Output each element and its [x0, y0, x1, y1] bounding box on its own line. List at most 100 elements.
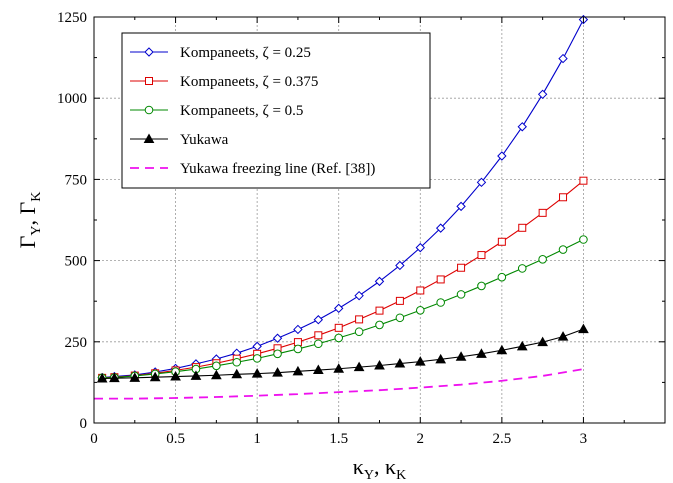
- data-point: [129, 372, 141, 382]
- data-point: [456, 201, 466, 212]
- data-point: [538, 255, 547, 264]
- y-tick-label: 500: [65, 254, 88, 270]
- data-point: [96, 372, 108, 383]
- data-point: [149, 371, 161, 382]
- data-point: [395, 260, 405, 271]
- data-point: [477, 251, 486, 260]
- y-tick-label: 750: [65, 172, 88, 188]
- data-point: [476, 348, 487, 358]
- data-point: [518, 223, 527, 232]
- y-label-symbol-2: Γ: [15, 202, 40, 215]
- data-point: [375, 320, 384, 330]
- data-point: [414, 356, 426, 366]
- data-point: [496, 344, 508, 355]
- x-tick-label: 3: [580, 431, 588, 447]
- data-point: [455, 351, 467, 361]
- data-point: [293, 344, 303, 354]
- y-tick-label: 1000: [57, 91, 87, 107]
- y-label-sub-1: Y: [29, 226, 44, 236]
- x-label-sep: ,: [374, 454, 385, 479]
- x-tick-label: 1.5: [329, 431, 348, 447]
- data-point: [435, 353, 447, 364]
- data-point: [375, 306, 384, 315]
- data-point: [334, 323, 343, 332]
- y-label-symbol-1: Γ: [15, 235, 40, 248]
- data-point: [353, 361, 365, 372]
- data-point: [190, 370, 202, 380]
- data-point: [272, 333, 283, 343]
- data-point: [395, 296, 404, 305]
- data-point: [231, 368, 243, 379]
- x-label-sub-2: K: [396, 468, 406, 483]
- data-point: [558, 53, 568, 64]
- data-point: [292, 365, 304, 376]
- x-label-sub-1: Y: [364, 468, 374, 483]
- y-tick-label: 250: [65, 335, 88, 351]
- data-point: [395, 313, 405, 323]
- data-point: [578, 323, 589, 334]
- y-tick-label: 1250: [57, 10, 87, 26]
- data-point: [211, 369, 222, 380]
- x-tick-label: 1: [253, 431, 261, 447]
- data-point: [293, 324, 303, 335]
- series-layer: [94, 14, 589, 400]
- data-point: [143, 133, 155, 143]
- x-label-symbol-2: κ: [385, 454, 396, 479]
- legend-label: Kompaneets, ζ = 0.5: [180, 103, 303, 119]
- data-point: [251, 368, 263, 378]
- data-point: [538, 208, 547, 217]
- data-point: [435, 223, 446, 233]
- data-point: [334, 303, 344, 314]
- data-point: [394, 358, 406, 368]
- data-point: [558, 245, 568, 254]
- data-point: [436, 275, 445, 284]
- legend-label: Kompaneets, ζ = 0.375: [180, 74, 318, 90]
- legend-label: Yukawa: [180, 132, 229, 148]
- series-1: [98, 176, 588, 382]
- data-point: [232, 357, 242, 367]
- data-point: [374, 359, 385, 370]
- data-point: [354, 327, 364, 337]
- data-point: [312, 364, 324, 375]
- data-point: [354, 290, 364, 301]
- data-point: [517, 264, 527, 273]
- y-tick-label: 0: [80, 416, 88, 432]
- data-point: [579, 235, 588, 244]
- x-tick-label: 0.5: [166, 431, 185, 447]
- data-point: [415, 242, 425, 253]
- axis-ticks: 0 0.5 1 1.5 2 2.5 3 0 250 500 750 1000 1250: [57, 10, 665, 447]
- data-point: [497, 151, 507, 161]
- data-point: [477, 281, 486, 291]
- legend-label: Yukawa freezing line (Ref. [38]): [180, 161, 375, 177]
- data-point: [109, 372, 120, 383]
- data-point: [333, 363, 345, 373]
- data-point: [559, 193, 568, 202]
- series-line: [94, 368, 584, 400]
- x-tick-label: 0: [90, 431, 98, 447]
- legend: Kompaneets, ζ = 0.25 Kompaneets, ζ = 0.37…: [121, 32, 431, 189]
- data-point: [252, 341, 262, 352]
- legend-label: Kompaneets, ζ = 0.25: [180, 45, 311, 61]
- data-point: [457, 263, 466, 272]
- data-point: [557, 331, 569, 341]
- data-point: [145, 77, 153, 85]
- data-point: [293, 338, 302, 347]
- data-point: [516, 340, 528, 351]
- x-tick-label: 2.5: [492, 431, 511, 447]
- data-point: [355, 315, 364, 324]
- data-point: [272, 367, 283, 377]
- data-point: [456, 290, 466, 299]
- y-axis-label: ΓY, ΓK: [15, 192, 44, 249]
- data-point: [334, 333, 344, 343]
- data-point: [313, 315, 324, 325]
- data-point: [497, 272, 507, 282]
- data-point: [144, 105, 154, 115]
- data-point: [170, 371, 181, 381]
- data-point: [212, 361, 221, 371]
- y-label-sub-2: K: [29, 192, 44, 202]
- data-point: [314, 339, 323, 349]
- data-point: [314, 331, 323, 340]
- y-label-sep: ,: [15, 215, 40, 226]
- series-3: [96, 323, 589, 383]
